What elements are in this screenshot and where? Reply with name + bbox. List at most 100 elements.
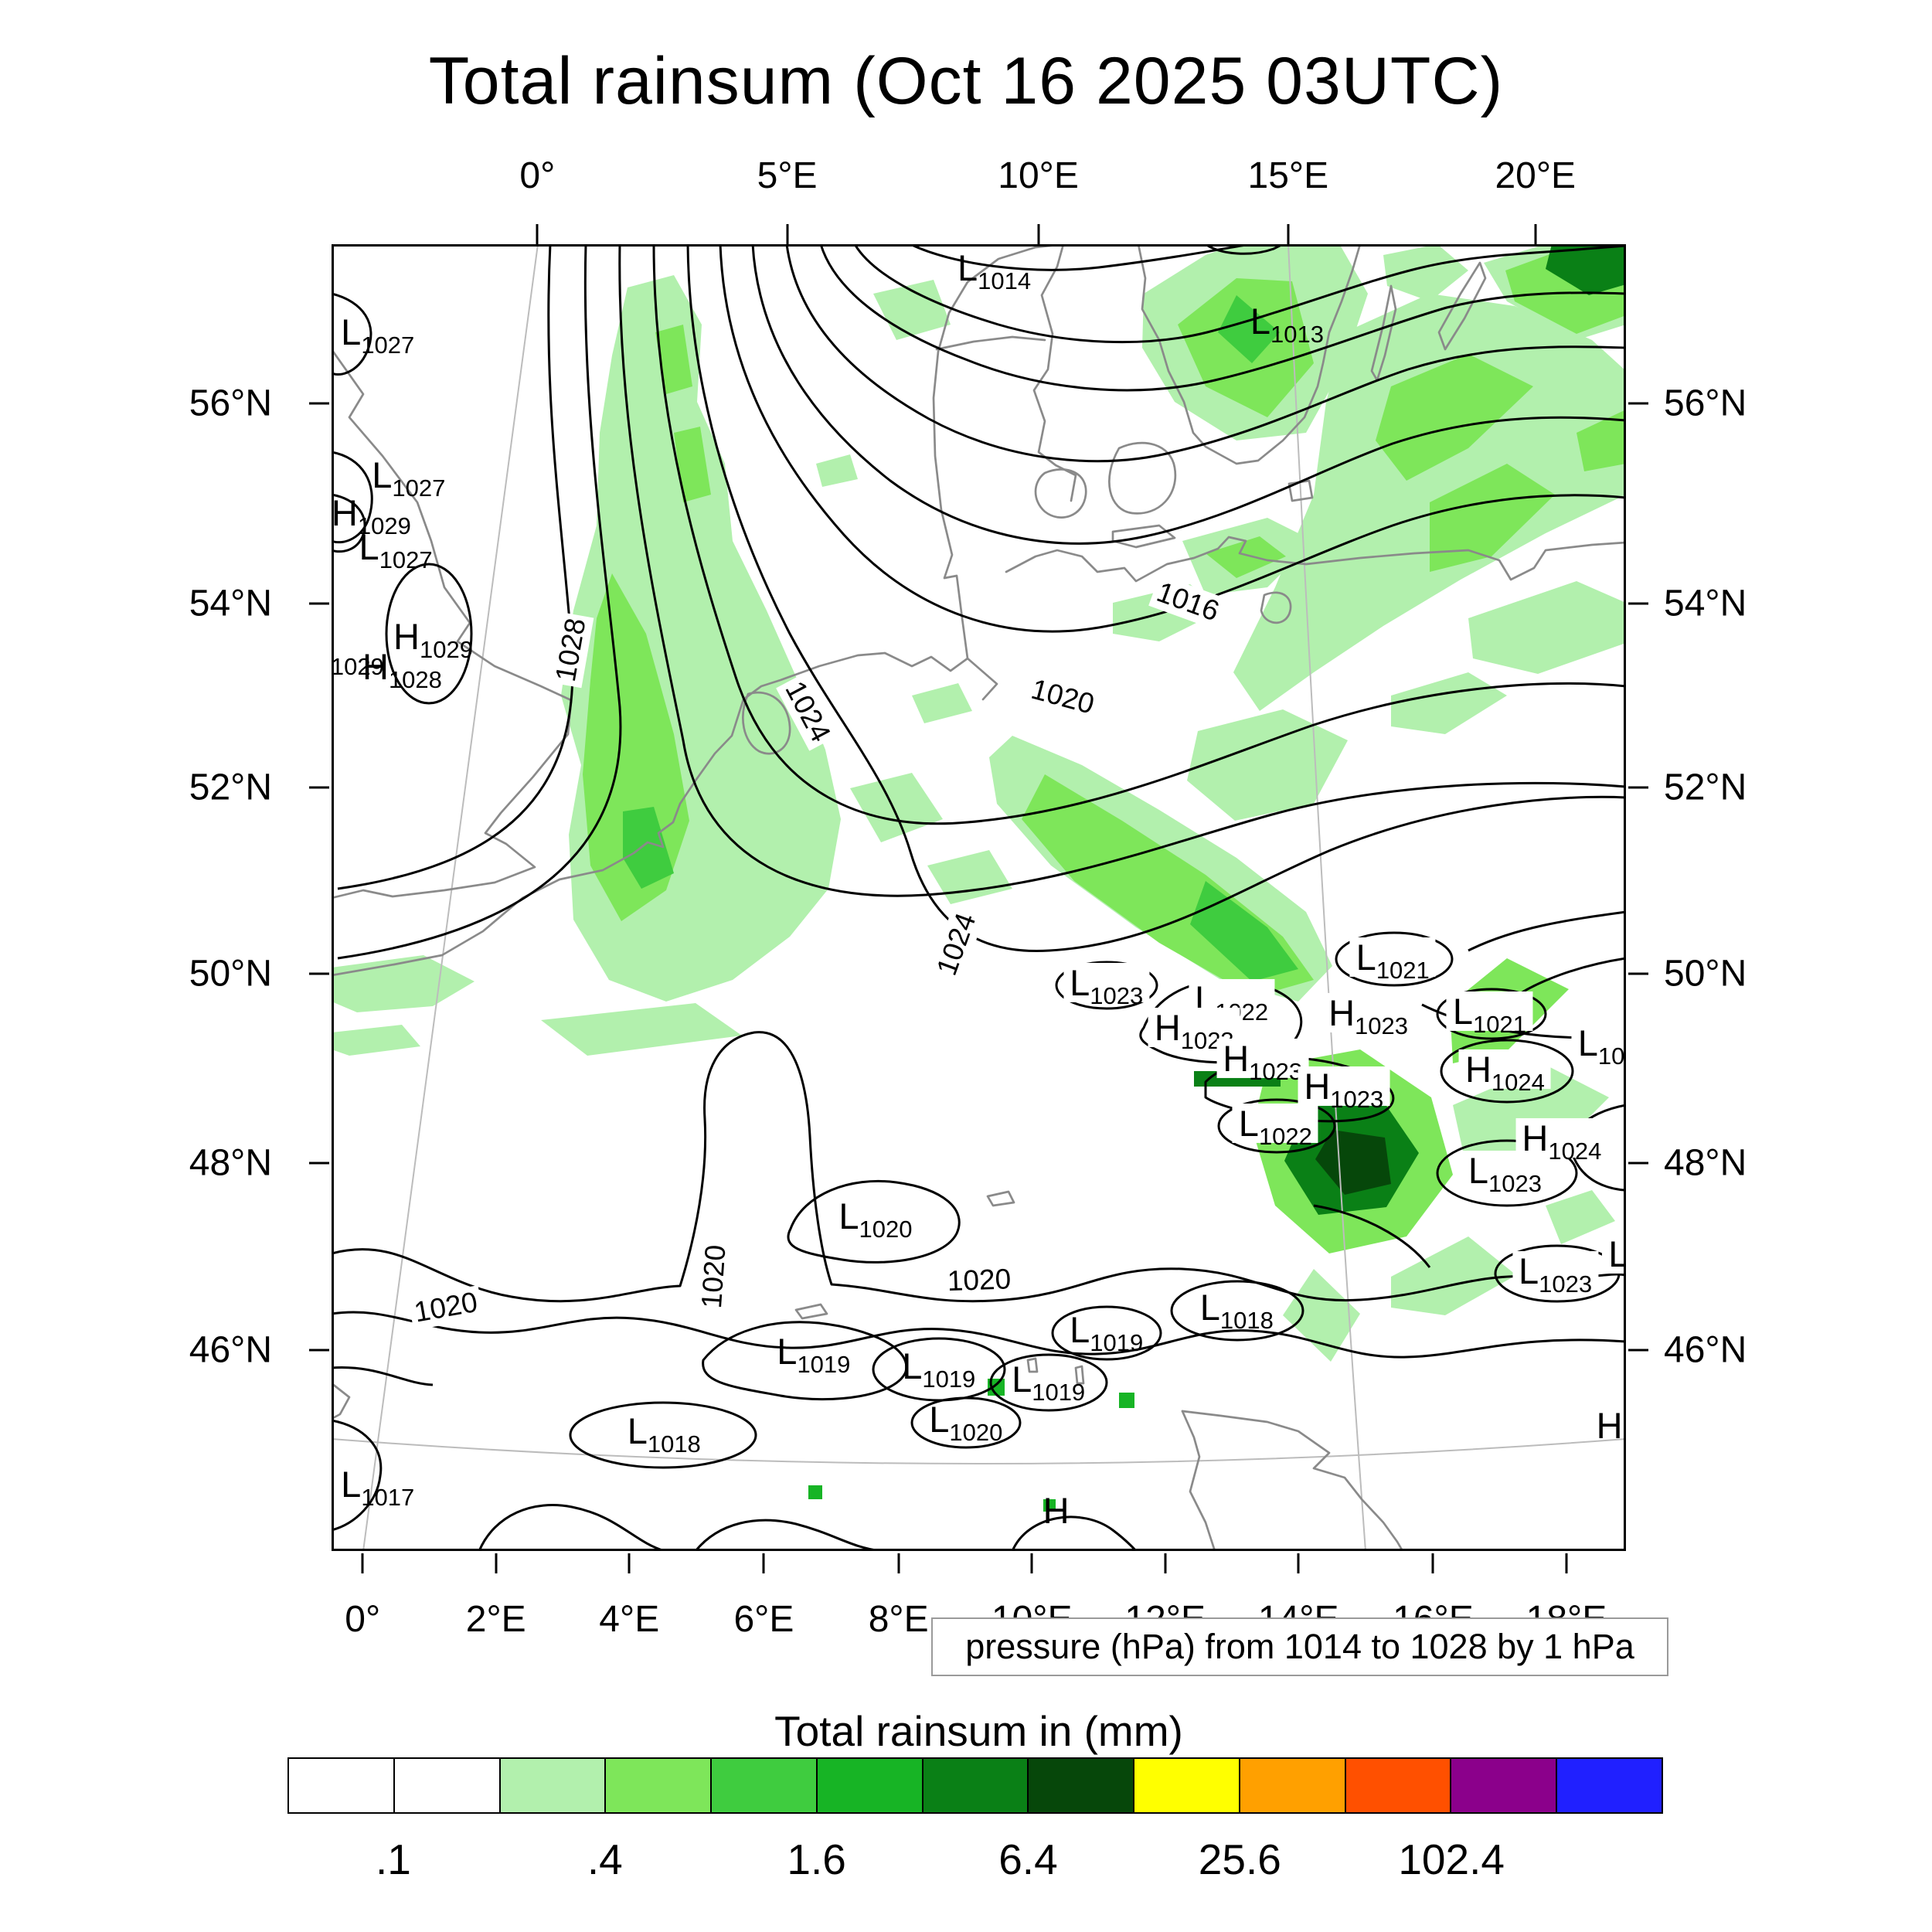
axis-label-top: 10°E [998,155,1079,196]
axis-label-top: 5°E [757,155,818,196]
tick-mark-bottom [762,1553,765,1573]
colorbar-cell [1557,1759,1662,1812]
pressure-center-high: H [1043,1489,1070,1531]
contour-value-label: 1016 [1148,574,1227,630]
tick-mark-right [1628,972,1648,975]
tick-mark-left [309,1162,329,1165]
contour-info-caption: pressure (hPa) from 1014 to 1028 by 1 hP… [931,1617,1668,1676]
axis-label-left: 52°N [189,767,272,808]
tick-mark-bottom [628,1553,631,1573]
axis-label-bottom: 6°E [733,1599,794,1640]
axis-label-right: 52°N [1664,767,1747,808]
tick-mark-bottom [1164,1553,1167,1573]
colorbar-cell [1134,1759,1240,1812]
contour-value-label: 1024 [776,672,838,751]
pressure-center-low: L1013 [1250,301,1324,349]
axis-label-right: 54°N [1664,583,1747,624]
tick-mark-left [309,402,329,405]
pressure-center-high: H1024 [1515,1117,1608,1163]
tick-mark-bottom [1565,1553,1568,1573]
tick-mark-right [1628,402,1648,405]
colorbar-cell [606,1759,713,1812]
pressure-center-low: L1019 [1070,1308,1144,1356]
axis-label-top: 0° [519,155,556,196]
axis-label-left: 50°N [189,953,272,995]
pressure-center-low: L1022 [1571,1022,1624,1068]
pressure-center-low: L1020 [929,1399,1003,1447]
contour-value-label: 1028 [549,612,594,689]
pressure-center-low: L1023 [1461,1150,1548,1196]
axis-label-left: 54°N [189,583,272,624]
colorbar-cell [923,1759,1029,1812]
contour-value-label: 1020 [942,1263,1015,1298]
axis-label-bottom: 8°E [868,1599,929,1640]
axis-top: 0° 5°E 10°E 15°E 20°E [332,151,1626,244]
colorbar-tick-label: 102.4 [1398,1835,1505,1883]
colorbar-tick-label: 1.6 [787,1835,846,1883]
axis-left: 56°N 54°N 52°N 50°N 48°N 46°N [0,244,329,1551]
pressure-center-low: L1027 [372,454,446,502]
colorbar [287,1757,1663,1814]
tick-mark-right [1628,602,1648,605]
tick-mark-bottom [361,1553,364,1573]
tick-mark-top [786,224,789,244]
pressure-center-low: L1019 [902,1345,976,1393]
colorbar-cell [1345,1759,1452,1812]
pressure-center-low: L1017 [341,1464,415,1512]
axis-label-right: 46°N [1664,1329,1747,1371]
tick-mark-bottom [1431,1553,1434,1573]
tick-mark-bottom [1030,1553,1033,1573]
tick-mark-bottom [897,1553,900,1573]
colorbar-labels: .1 .4 1.6 6.4 25.6 102.4 [287,1835,1663,1884]
pressure-center-low: L1022 [1232,1104,1318,1148]
axis-label-right: 50°N [1664,953,1747,995]
axis-label-left: 56°N [189,383,272,424]
contour-value-label: 1024 [929,905,985,984]
pressure-center-high: H1024 [1458,1049,1551,1094]
colorbar-cell [1029,1759,1135,1812]
tick-mark-right [1628,786,1648,789]
axis-label-bottom: 4°E [599,1599,660,1640]
colorbar-cell [1451,1759,1558,1812]
colorbar-cell [394,1759,501,1812]
pressure-center-low: L1023 [1512,1250,1599,1296]
pressure-center-high: H1023 [1216,1039,1309,1083]
tick-mark-left [309,786,329,789]
colorbar-cell [1240,1759,1346,1812]
axis-label-top: 15°E [1247,155,1329,196]
tick-mark-left [309,1349,329,1352]
pressure-center-low: L1018 [627,1410,701,1458]
contour-value-label: 1020 [408,1285,485,1331]
axis-label-right: 48°N [1664,1142,1747,1184]
pressure-center-low: L1021 [1349,937,1436,982]
pressure-center-low: L1027 [341,311,415,359]
axis-label-left: 48°N [189,1142,272,1184]
page-title: Total rainsum (Oct 16 2025 03UTC) [428,44,1504,118]
axis-label-bottom: 2°E [465,1599,526,1640]
tick-mark-right [1628,1349,1648,1352]
axis-label-top: 20°E [1495,155,1577,196]
pressure-center-low: L [1602,1233,1624,1274]
tick-mark-right [1628,1162,1648,1165]
tick-mark-top [1287,224,1290,244]
colorbar-tick-label: .4 [587,1835,623,1883]
colorbar-cell [289,1759,395,1812]
pressure-center-high: H1023 [1322,993,1414,1038]
pressure-center-high: H [1596,1405,1623,1447]
pressure-center-low: L1019 [777,1331,851,1379]
pressure-center-low: L1027 [359,526,433,574]
axis-label-bottom: 0° [345,1599,381,1640]
tick-mark-top [1534,224,1537,244]
axis-label-right: 56°N [1664,383,1747,424]
pressure-center-low: L1020 [838,1196,913,1243]
colorbar-tick-label: .1 [375,1835,411,1883]
tick-mark-top [1037,224,1040,244]
tick-mark-left [309,602,329,605]
colorbar-tick-label: 6.4 [998,1835,1058,1883]
axis-label-left: 46°N [189,1329,272,1371]
colorbar-tick-label: 25.6 [1198,1835,1281,1883]
tick-mark-top [536,224,539,244]
colorbar-title: Total rainsum in (mm) [774,1707,1183,1755]
colorbar-cell [817,1759,923,1812]
